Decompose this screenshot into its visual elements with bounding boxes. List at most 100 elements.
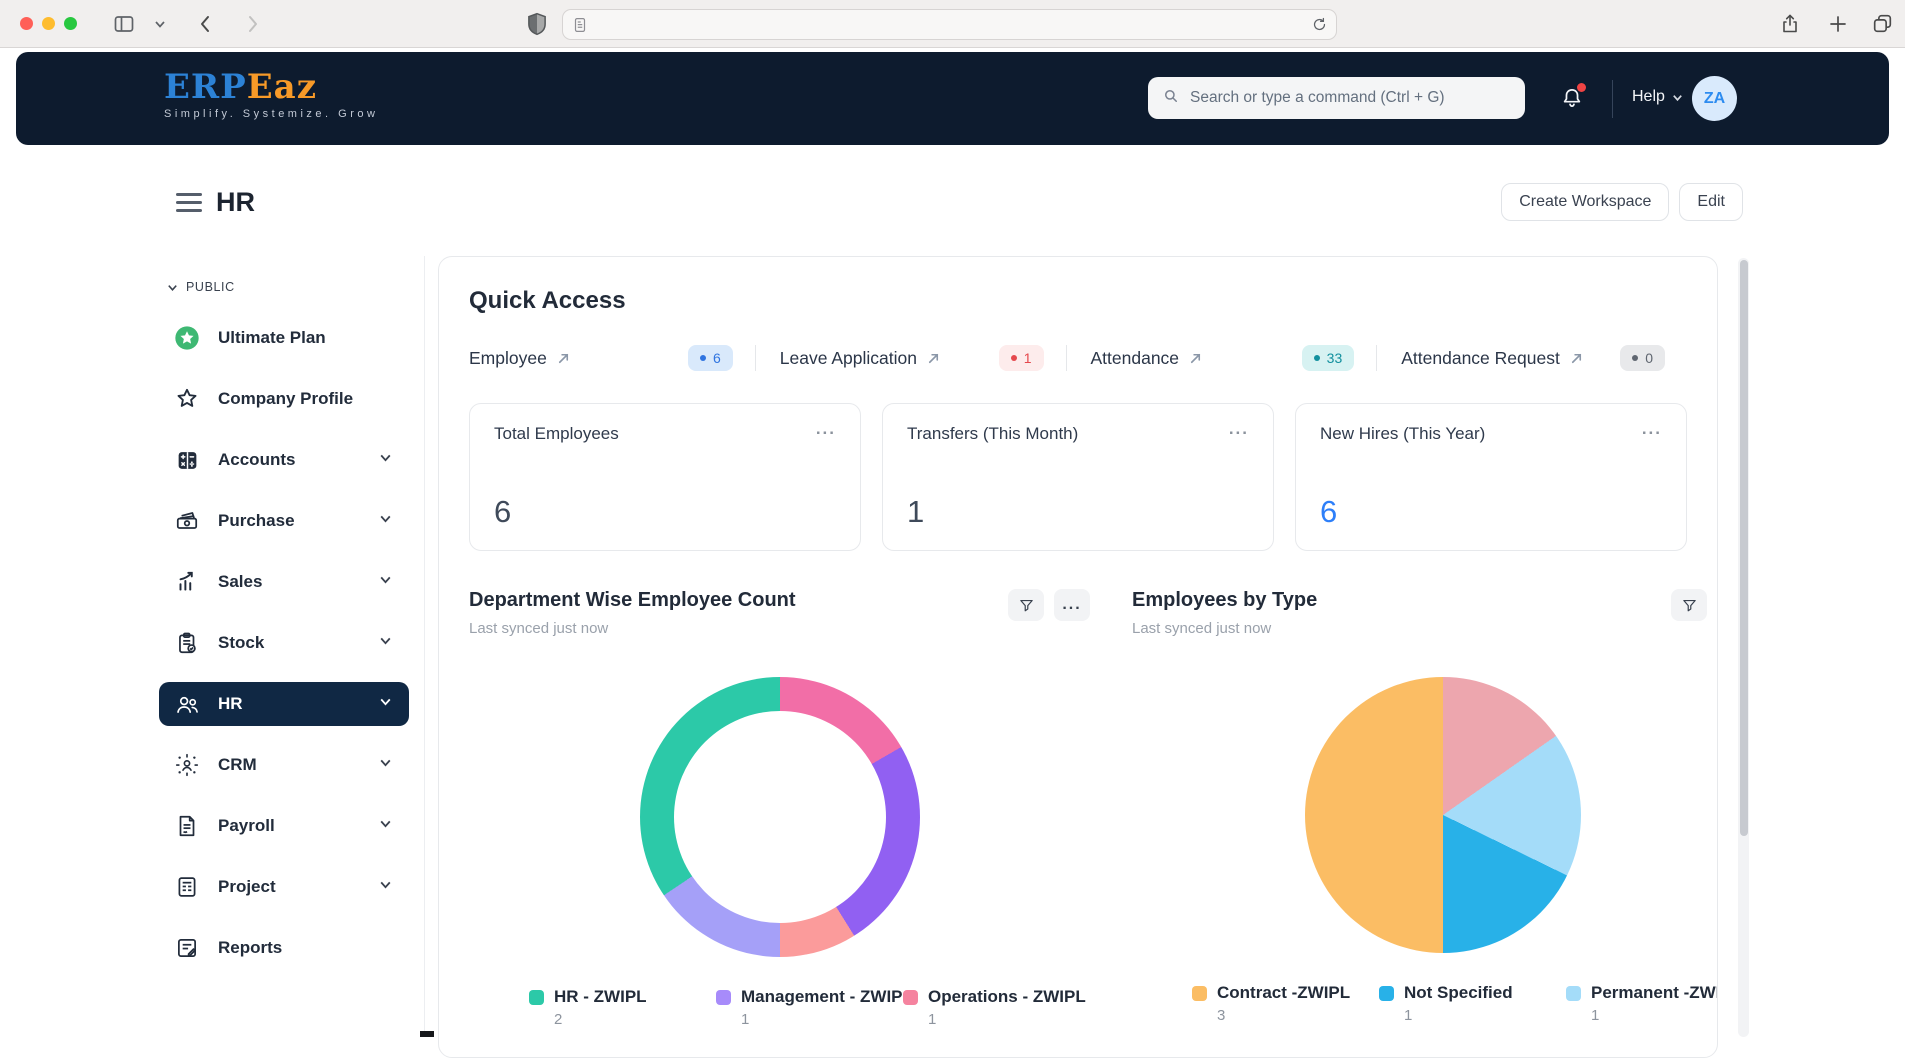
arrow-up-right-icon xyxy=(558,353,568,363)
quick-access-links: Employee 6 Leave Application 1 Attendanc… xyxy=(469,345,1687,371)
chart-title: Employees by Type xyxy=(1132,589,1318,611)
card-new-hires[interactable]: New Hires (This Year) ... 6 xyxy=(1295,403,1687,551)
sidebar-item-label: CRM xyxy=(218,755,257,774)
legend-value: 1 xyxy=(928,1011,937,1028)
share-icon[interactable] xyxy=(1778,11,1802,37)
sidebar-item-company-profile[interactable]: Company Profile xyxy=(159,377,409,421)
sidebar-toggle-icon[interactable] xyxy=(112,12,136,36)
card-menu-button[interactable]: ... xyxy=(815,419,836,438)
new-tab-icon[interactable] xyxy=(1826,12,1850,36)
filter-button[interactable] xyxy=(1671,589,1707,621)
scrollbar-thumb[interactable] xyxy=(1739,260,1748,837)
filter-button[interactable] xyxy=(1008,589,1044,621)
legend-item[interactable]: Management - ZWIPL 1 xyxy=(716,987,903,1028)
reader-icon[interactable] xyxy=(571,15,589,35)
card-menu-button[interactable]: ... xyxy=(1641,419,1662,438)
sidebar-item-payroll[interactable]: Payroll xyxy=(159,804,409,848)
sidebar-item-label: Purchase xyxy=(218,511,295,530)
app-logo[interactable]: ERPEaz Simplify. Systemize. Grow xyxy=(164,69,378,120)
card-total-employees[interactable]: Total Employees ... 6 xyxy=(469,403,861,551)
legend-swatch xyxy=(1192,985,1207,1001)
chart-menu-button[interactable]: ... xyxy=(1717,589,1718,621)
chart-title: Department Wise Employee Count xyxy=(469,589,796,611)
zoom-window-button[interactable] xyxy=(64,17,77,30)
sidebar-collapse-icon[interactable] xyxy=(176,192,202,212)
card-transfers[interactable]: Transfers (This Month) ... 1 xyxy=(882,403,1274,551)
sidebar-item-sales[interactable]: Sales xyxy=(159,560,409,604)
reload-icon[interactable] xyxy=(1311,16,1328,33)
link-employee[interactable]: Employee xyxy=(469,348,571,369)
legend-value: 3 xyxy=(1217,1007,1226,1024)
legend-item[interactable]: Permanent -ZWIPL 1 xyxy=(1566,983,1717,1024)
sidebar-item-crm[interactable]: CRM xyxy=(159,743,409,787)
sidebar-section-label: PUBLIC xyxy=(186,280,235,294)
chevron-down-icon[interactable] xyxy=(153,17,167,31)
sidebar-item-label: Stock xyxy=(218,633,265,652)
help-menu[interactable]: Help xyxy=(1632,88,1684,106)
page-title: HR xyxy=(216,186,255,217)
tab-overview-icon[interactable] xyxy=(1870,11,1895,36)
clipboard-check-icon xyxy=(173,629,201,657)
search-icon xyxy=(1162,87,1180,110)
link-attendance[interactable]: Attendance xyxy=(1091,348,1204,369)
sidebar-section-public[interactable]: PUBLIC xyxy=(166,280,424,294)
sidebar-item-purchase[interactable]: Purchase xyxy=(159,499,409,543)
minimize-window-button[interactable] xyxy=(42,17,55,30)
content-scrollbar[interactable] xyxy=(1738,258,1749,1037)
sidebar-item-label: Ultimate Plan xyxy=(218,328,326,347)
cutoff-element xyxy=(420,1031,434,1037)
arrow-up-right-icon xyxy=(1191,353,1201,363)
calculator-icon xyxy=(173,446,201,474)
donut-chart[interactable] xyxy=(639,677,920,957)
link-attendance-request[interactable]: Attendance Request xyxy=(1401,348,1584,369)
card-title: Transfers (This Month) xyxy=(907,424,1079,443)
card-title: Total Employees xyxy=(494,424,619,443)
close-window-button[interactable] xyxy=(20,17,33,30)
logo-tagline: Simplify. Systemize. Grow xyxy=(164,108,379,120)
legend-item[interactable]: Operations - ZWIPL 1 xyxy=(903,987,1090,1028)
chevron-down-icon xyxy=(378,450,393,470)
count-badge: 0 xyxy=(1620,345,1665,371)
chart-menu-button[interactable]: ... xyxy=(1054,589,1090,621)
arrow-up-right-icon xyxy=(1571,353,1581,363)
pie-chart[interactable] xyxy=(1304,677,1581,953)
sidebar-item-stock[interactable]: Stock xyxy=(159,621,409,665)
sidebar-item-accounts[interactable]: Accounts xyxy=(159,438,409,482)
forward-button[interactable] xyxy=(240,12,264,36)
legend-item[interactable]: Not Specified 1 xyxy=(1379,983,1566,1024)
sidebar-item-project[interactable]: Project xyxy=(159,865,409,909)
legend-value: 2 xyxy=(554,1011,563,1028)
create-workspace-button[interactable]: Create Workspace xyxy=(1501,183,1670,221)
chart-employees-by-type: Employees by Type Last synced just now .… xyxy=(1132,589,1718,1028)
legend-label: Operations - ZWIPL xyxy=(928,987,1086,1006)
arrow-up-right-icon xyxy=(928,353,938,363)
sales-chart-icon xyxy=(173,568,201,596)
edit-button[interactable]: Edit xyxy=(1679,183,1743,221)
number-cards: Total Employees ... 6 Transfers (This Mo… xyxy=(469,403,1687,551)
link-leave-application[interactable]: Leave Application xyxy=(780,348,941,369)
window-controls xyxy=(20,17,77,30)
legend-item[interactable]: Contract -ZWIPL 3 xyxy=(1192,983,1379,1024)
global-search-input[interactable]: Search or type a command (Ctrl + G) xyxy=(1148,77,1525,119)
workspace-sidebar: PUBLIC Ultimate Plan Company Profile Acc… xyxy=(150,256,425,1037)
legend-item[interactable]: HR - ZWIPL 2 xyxy=(529,987,716,1028)
notifications-bell-icon[interactable] xyxy=(1559,83,1587,113)
chevron-down-icon xyxy=(378,633,393,653)
sidebar-item-ultimate-plan[interactable]: Ultimate Plan xyxy=(159,316,409,360)
sidebar-item-label: Reports xyxy=(218,938,283,957)
card-menu-button[interactable]: ... xyxy=(1228,419,1249,438)
sidebar-item-reports[interactable]: Reports xyxy=(159,926,409,970)
chevron-down-icon xyxy=(378,877,393,897)
back-button[interactable] xyxy=(194,12,218,36)
sidebar-item-hr[interactable]: HR xyxy=(159,682,409,726)
privacy-shield-icon[interactable] xyxy=(524,10,550,38)
search-placeholder: Search or type a command (Ctrl + G) xyxy=(1190,89,1445,106)
count-badge: 1 xyxy=(998,345,1044,371)
user-avatar[interactable]: ZA xyxy=(1692,76,1737,121)
sidebar-item-label: Sales xyxy=(218,572,263,591)
ultimate-plan-icon xyxy=(173,324,201,352)
legend-label: Contract -ZWIPL xyxy=(1217,983,1351,1002)
link-label: Employee xyxy=(469,347,547,368)
address-bar[interactable] xyxy=(562,9,1337,40)
chevron-down-icon xyxy=(378,511,393,531)
